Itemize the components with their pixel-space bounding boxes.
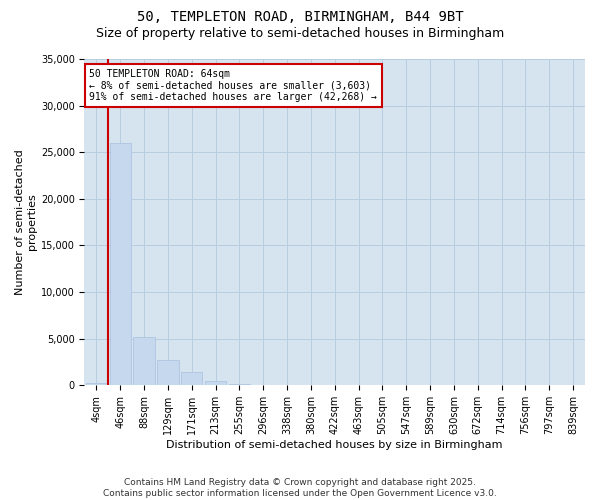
X-axis label: Distribution of semi-detached houses by size in Birmingham: Distribution of semi-detached houses by … (166, 440, 503, 450)
Bar (86, 384, 107, 385)
Bar (110, 143, 131, 385)
Bar (133, 337, 155, 385)
Text: 50, TEMPLETON ROAD, BIRMINGHAM, B44 9BT: 50, TEMPLETON ROAD, BIRMINGHAM, B44 9BT (137, 10, 463, 24)
Bar (229, 384, 250, 385)
Text: Size of property relative to semi-detached houses in Birmingham: Size of property relative to semi-detach… (96, 28, 504, 40)
Text: 50 TEMPLETON ROAD: 64sqm
← 8% of semi-detached houses are smaller (3,603)
91% of: 50 TEMPLETON ROAD: 64sqm ← 8% of semi-de… (89, 69, 377, 102)
Bar (157, 360, 179, 385)
Text: Contains HM Land Registry data © Crown copyright and database right 2025.
Contai: Contains HM Land Registry data © Crown c… (103, 478, 497, 498)
Bar (181, 372, 202, 385)
Bar (205, 382, 226, 385)
Y-axis label: Number of semi-detached
properties: Number of semi-detached properties (15, 149, 37, 295)
